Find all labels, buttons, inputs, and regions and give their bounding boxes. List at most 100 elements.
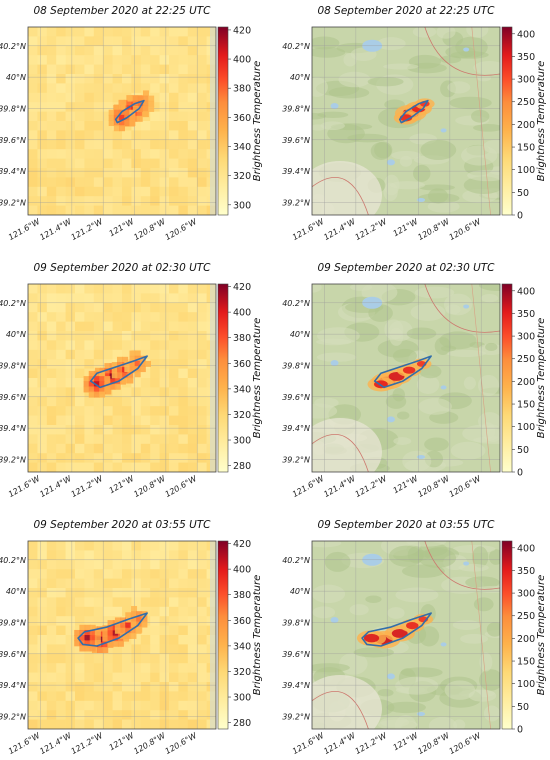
colorbar-tick-label: 200 [517,634,535,645]
pixel [122,284,132,294]
pixel [122,700,132,711]
pixel [28,27,38,37]
pixel [169,616,179,626]
pixel [75,663,85,673]
pixel [112,83,123,94]
pixel [103,578,113,589]
pixel [131,415,142,426]
pixel [112,719,123,729]
pixel [46,443,57,454]
pixel [37,36,48,47]
pixel [131,321,142,332]
pixel [187,74,198,84]
pixel [84,700,95,711]
pixel [150,653,160,664]
pixel [131,635,142,645]
pixel [37,625,48,636]
pixel [46,672,57,683]
pixel [46,691,57,702]
pixel [178,83,189,94]
pixel [112,340,123,351]
colorbar-tick-label: 50 [517,445,529,456]
hotspot-pixel [104,386,111,393]
hotspot-pixel [94,640,101,647]
x-tick-label: 121.6°W [291,473,327,499]
pixel [197,635,207,645]
pixel [28,312,38,322]
pixel [37,64,48,75]
pixel [197,606,207,617]
terrain-patch [478,284,500,291]
colorbar-tick-label: 420 [233,25,251,36]
y-tick-label: 40°N [290,587,310,596]
colorbar-tick-label: 0 [517,725,523,736]
colorbar-tick-label: 300 [233,693,251,704]
pixel [150,92,160,103]
pixel [140,406,151,416]
pixel [178,111,189,122]
terrain-patch [447,81,471,94]
pixel [131,340,142,351]
x-tick-label: 121.2°W [354,473,390,499]
pixel [28,368,38,379]
pixel [103,177,113,188]
terrain-patch [392,348,418,363]
pixel [169,700,179,711]
pixel [28,406,38,416]
pixel [187,139,198,150]
pixel [197,186,207,197]
pixel [178,331,189,341]
hotspot-pixel [120,627,127,634]
pixel [84,597,95,608]
terrain-patch [316,352,357,362]
pixel [103,83,113,94]
hotspot-pixel [125,627,132,634]
pixel [84,682,95,692]
colorbar-tick-label: 380 [233,333,251,344]
pixel [93,149,104,159]
pixel [169,177,179,188]
x-tick-label: 120.8°W [132,473,168,499]
pixel [46,682,57,692]
pixel [131,205,142,215]
pixel [103,541,113,551]
pixel [140,462,151,472]
pixel [197,569,207,579]
hotspot-pixel [125,622,132,629]
pixel [187,719,198,729]
pixel [178,149,189,159]
pixel [187,186,198,197]
pixel [169,359,179,369]
pixel [159,205,170,215]
plot-frame [311,26,501,216]
pixel [178,177,189,188]
pixel [37,635,48,645]
pixel [169,453,179,463]
chart-title: 09 September 2020 at 03:55 UTC [33,519,211,531]
pixel [56,36,66,47]
colorbar-label: Brightness Temperature [252,575,263,695]
pixel [122,321,132,332]
terrain-patch [466,27,489,38]
terrain-patch [471,546,489,568]
pixel [103,321,113,332]
y-tick-label: 40.2°N [0,299,26,308]
x-tick-label: 121.4°W [322,473,358,499]
plot-area [312,541,500,729]
pixel [140,64,151,75]
pixel [75,340,85,351]
pixel [140,139,151,150]
colorbar-tick-label: 150 [517,400,535,411]
pixel [103,149,113,159]
terrain-patch [418,626,440,647]
pixel [37,284,48,294]
pixel [65,177,76,188]
pixel [131,682,142,692]
pixel [84,102,95,112]
pixel [37,302,48,313]
lake [440,128,447,133]
pixel [197,719,207,729]
pixel [131,691,142,702]
pixel [131,331,142,341]
hotspot-pixel [134,355,141,362]
